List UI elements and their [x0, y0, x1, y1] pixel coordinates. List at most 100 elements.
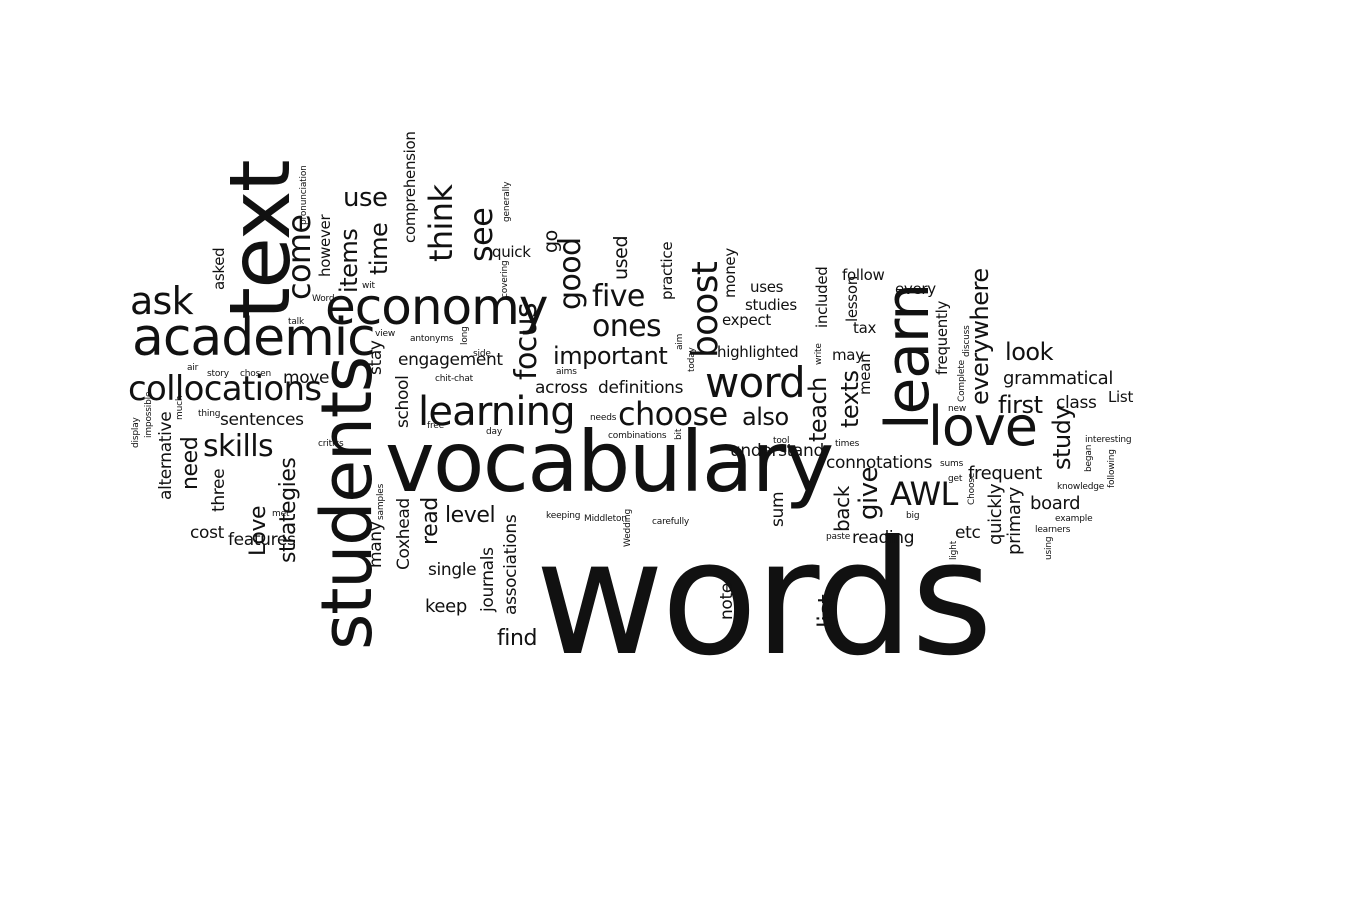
- cloud-word: sentences: [220, 410, 304, 430]
- cloud-word: today: [687, 347, 697, 372]
- cloud-word: frequent: [968, 463, 1042, 484]
- cloud-word: etc: [955, 523, 981, 543]
- cloud-word: quickly: [985, 483, 1006, 545]
- cloud-word: impossible: [144, 391, 154, 438]
- cloud-word: students: [306, 357, 388, 650]
- cloud-word: love: [928, 395, 1038, 458]
- cloud-word: however: [316, 214, 334, 277]
- cloud-word: interesting: [1085, 435, 1132, 445]
- cloud-word: skills: [203, 429, 274, 464]
- cloud-word: story: [207, 369, 229, 379]
- cloud-word: items: [335, 228, 363, 293]
- cloud-word: side: [473, 349, 491, 359]
- cloud-word: asked: [210, 247, 228, 290]
- cloud-word: knowledge: [1057, 482, 1105, 492]
- cloud-word: read: [418, 497, 443, 545]
- cloud-word: light: [949, 540, 959, 560]
- cloud-word: expect: [722, 311, 771, 329]
- cloud-word: focus: [509, 302, 544, 380]
- cloud-word: frequently: [933, 300, 951, 375]
- cloud-word: Complete: [957, 360, 967, 402]
- cloud-word: use: [343, 183, 388, 213]
- cloud-word: much: [175, 395, 185, 420]
- cloud-word: give: [854, 466, 884, 520]
- cloud-word: connotations: [826, 453, 933, 473]
- cloud-word: chit-chat: [435, 374, 474, 384]
- cloud-word: used: [610, 235, 632, 280]
- cloud-word: school: [393, 375, 413, 428]
- cloud-word: understand: [730, 441, 824, 461]
- cloud-word: List: [1108, 388, 1134, 406]
- cloud-word: every: [895, 280, 936, 298]
- cloud-word: important: [553, 342, 668, 370]
- cloud-word: stay: [366, 340, 386, 375]
- cloud-word: time: [365, 222, 393, 275]
- cloud-word: ask: [130, 279, 194, 323]
- cloud-word: highlighted: [717, 343, 799, 361]
- cloud-word: money: [721, 248, 739, 298]
- cloud-word: level: [445, 503, 496, 528]
- cloud-word: thing: [198, 409, 221, 419]
- cloud-word: three: [209, 468, 229, 512]
- cloud-word: day: [486, 427, 503, 437]
- cloud-word: included: [813, 266, 831, 328]
- cloud-word: words: [535, 507, 993, 691]
- cloud-word: using: [1044, 536, 1054, 560]
- cloud-word: chosen: [240, 369, 272, 379]
- cloud-word: single: [428, 560, 477, 580]
- cloud-word: learners: [1035, 525, 1071, 535]
- cloud-word: long: [460, 326, 470, 345]
- cloud-word: features: [228, 530, 296, 550]
- cloud-word: first: [998, 391, 1043, 419]
- cloud-word: five: [592, 279, 645, 314]
- cloud-word: studies: [745, 296, 797, 314]
- cloud-word: primary: [1004, 487, 1025, 555]
- cloud-word: Word: [312, 294, 335, 304]
- cloud-word: tool: [773, 436, 790, 446]
- cloud-word: new: [948, 404, 967, 414]
- cloud-word: covering: [500, 260, 510, 299]
- cloud-word: also: [742, 403, 789, 431]
- cloud-word: big: [906, 511, 920, 521]
- cloud-word: times: [835, 439, 860, 449]
- cloud-word: may: [832, 346, 864, 364]
- cloud-word: aim: [675, 333, 685, 350]
- cloud-word: look: [1005, 338, 1054, 366]
- cloud-word: paste: [826, 532, 851, 542]
- cloud-word: cost: [190, 523, 224, 543]
- cloud-word: ones: [592, 309, 662, 344]
- cloud-word: Coxhead: [394, 498, 414, 570]
- cloud-word: learning: [418, 389, 576, 435]
- cloud-word: definitions: [598, 378, 684, 398]
- cloud-word: bit: [674, 428, 684, 440]
- cloud-word: grammatical: [1003, 368, 1113, 389]
- cloud-word: comprehension: [401, 131, 419, 243]
- cloud-word: generally: [502, 181, 512, 222]
- cloud-word: Middleton: [584, 514, 627, 524]
- cloud-word: associations: [501, 514, 521, 615]
- cloud-word: talk: [288, 317, 305, 327]
- cloud-word: began: [1084, 444, 1094, 472]
- cloud-word: keeping: [546, 511, 581, 521]
- cloud-word: journals: [478, 547, 498, 612]
- cloud-word: back: [830, 486, 854, 532]
- cloud-word: Choose: [967, 472, 977, 505]
- cloud-word: study: [1048, 405, 1076, 470]
- cloud-word: sums: [940, 459, 964, 469]
- cloud-word: combinations: [608, 431, 667, 441]
- cloud-word: alternative: [156, 411, 176, 500]
- cloud-word: wit: [362, 281, 375, 291]
- cloud-word: collocations: [128, 369, 322, 409]
- cloud-word: tax: [853, 319, 877, 337]
- cloud-word: practice: [658, 241, 676, 300]
- cloud-word: academic: [132, 308, 376, 368]
- cloud-word: list: [813, 594, 841, 628]
- cloud-word: board: [1030, 493, 1081, 514]
- cloud-word: AWL: [890, 475, 958, 513]
- cloud-word: teach: [804, 377, 832, 442]
- cloud-word: aims: [556, 367, 577, 377]
- cloud-word: come: [280, 214, 318, 300]
- cloud-word: example: [1055, 514, 1093, 524]
- cloud-word: sum: [768, 491, 788, 527]
- cloud-word: vocabulary: [385, 413, 834, 511]
